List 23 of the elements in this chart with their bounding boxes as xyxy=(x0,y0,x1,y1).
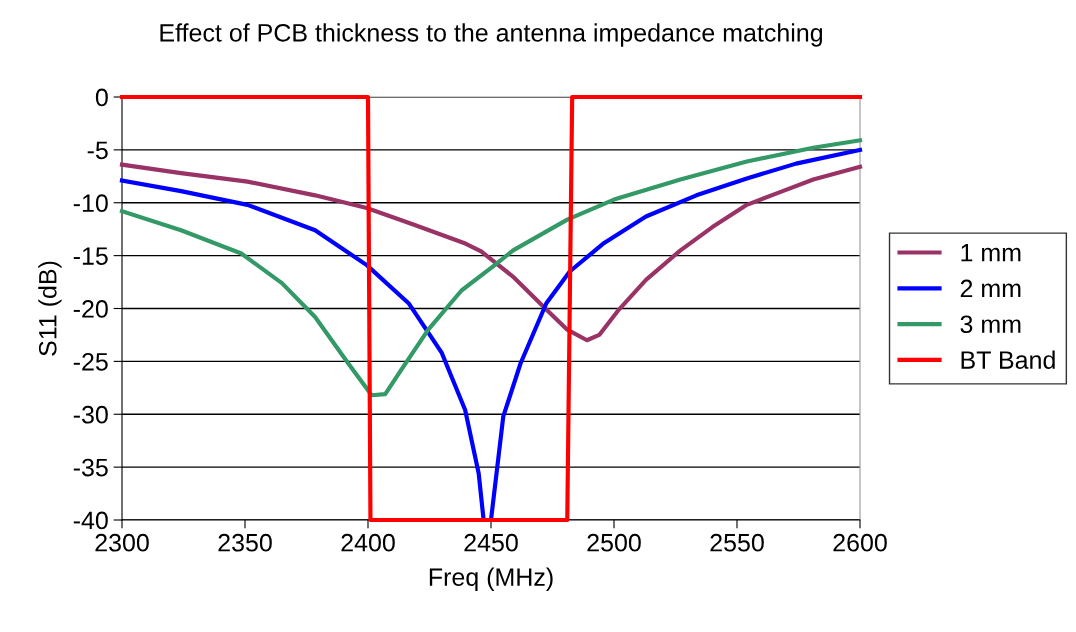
y-tick-label: -25 xyxy=(73,352,108,371)
y-tick-label: 0 xyxy=(95,88,108,107)
y-tick-label: -10 xyxy=(73,194,108,213)
chart-title: Effect of PCB thickness to the antenna impedance matching xyxy=(160,23,823,47)
x-tick-label: 2600 xyxy=(833,533,887,552)
x-tick-label: 2450 xyxy=(464,533,518,552)
y-axis-title: S11 (dB) xyxy=(38,261,62,356)
x-axis-title: Freq (MHz) xyxy=(429,567,553,591)
y-tick-label: -35 xyxy=(73,458,108,477)
x-tick-label: 2300 xyxy=(95,533,149,552)
x-tick-label: 2550 xyxy=(710,533,764,552)
y-tick-label: -40 xyxy=(73,511,108,530)
y-tick-label: -15 xyxy=(73,247,108,265)
legend-label: 2 mm xyxy=(960,279,1021,298)
legend-label: 3 mm xyxy=(960,315,1021,334)
y-tick-label: -20 xyxy=(73,300,108,318)
legend-label: BT Band xyxy=(961,350,1055,369)
y-tick-label: -5 xyxy=(87,141,108,160)
x-tick-label: 2400 xyxy=(341,533,395,552)
x-tick-label: 2350 xyxy=(218,533,272,552)
legend-label: 1 mm xyxy=(961,244,1021,262)
x-tick-label: 2500 xyxy=(587,533,641,552)
y-tick-label: -30 xyxy=(73,405,108,424)
